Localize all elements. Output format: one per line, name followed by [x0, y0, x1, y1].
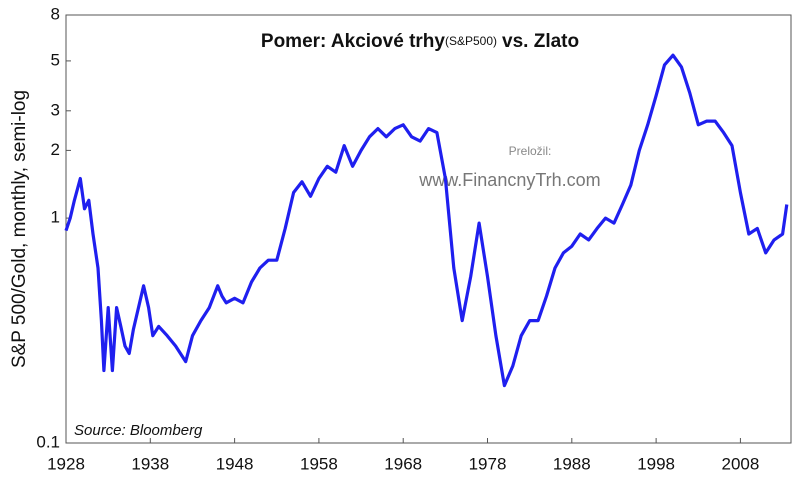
x-tick-label: 1958 [300, 454, 338, 473]
title-subscript: (S&P500) [445, 34, 497, 48]
x-tick-label: 2008 [722, 454, 760, 473]
title-suffix: vs. Zlato [502, 31, 579, 52]
y-tick-label: 8 [51, 4, 60, 23]
title-main: Pomer: Akciové trhy [261, 31, 446, 52]
x-tick-label: 1988 [553, 454, 591, 473]
x-tick-label: 1928 [47, 454, 85, 473]
plot-frame [65, 14, 792, 444]
y-axis-label: S&P 500/Gold, monthly, semi-log [9, 90, 30, 368]
watermark: www.FinancnyTrh.com [418, 170, 600, 190]
x-tick-label: 1968 [384, 454, 422, 473]
data-line [64, 53, 789, 388]
x-tick-label: 1948 [216, 454, 254, 473]
x-tick-label: 1998 [637, 454, 675, 473]
y-tick-label: 5 [51, 50, 60, 69]
y-tick-label: 1 [51, 208, 60, 227]
x-tick-label: 1978 [469, 454, 507, 473]
y-tick-label: 3 [51, 100, 60, 119]
credit-label: Preložil: [509, 144, 552, 158]
chart-title: Pomer: Akciové trhy(S&P500) vs. Zlato [261, 31, 579, 52]
source-note: Source: Bloomberg [74, 422, 203, 439]
y-tick-label: 0.1 [36, 432, 60, 451]
x-tick-label: 1938 [131, 454, 169, 473]
y-tick-label: 2 [51, 140, 60, 159]
